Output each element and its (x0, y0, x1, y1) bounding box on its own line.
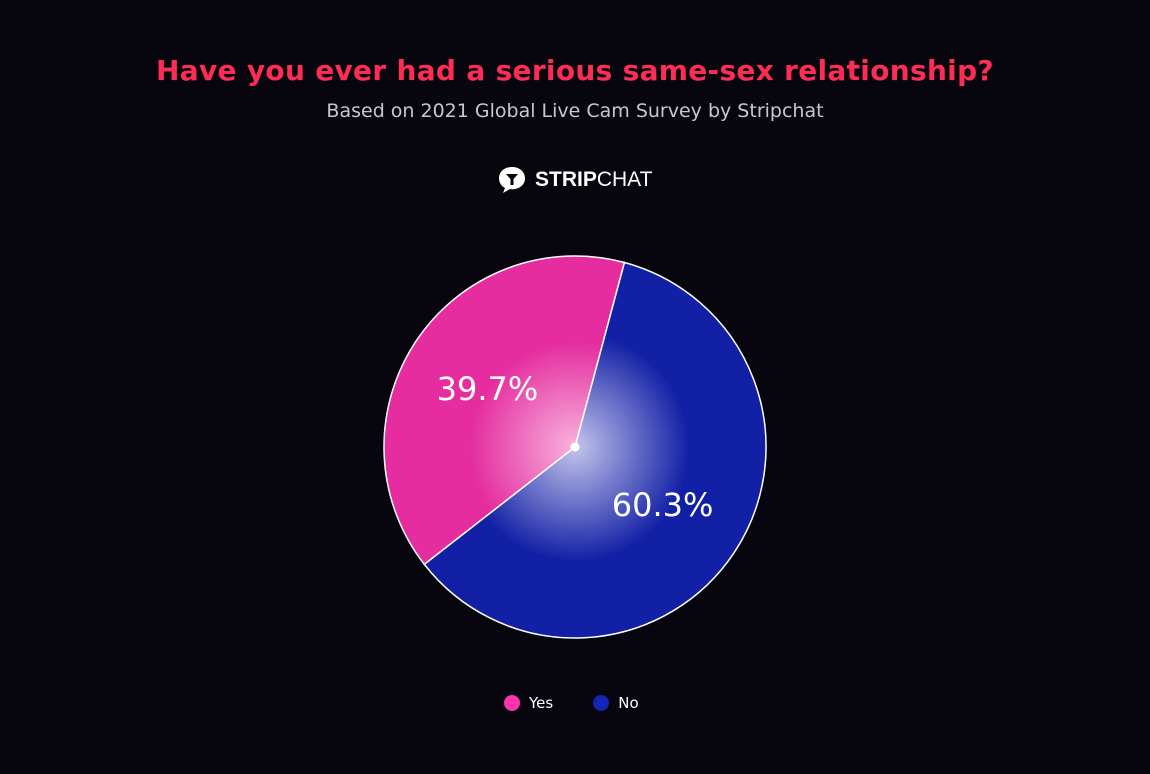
legend-item-yes[interactable]: Yes (504, 694, 553, 712)
pie-center-dot (570, 442, 580, 452)
pie-slice-no[interactable] (423, 261, 767, 639)
stripchat-logo: STRIPCHAT (497, 165, 652, 195)
data-label-yes: 39.7% (437, 370, 539, 408)
speech-bubble-icon (499, 167, 525, 193)
legend-marker-no (593, 695, 610, 711)
data-label-no: 60.3% (612, 486, 714, 524)
pie-slice-yes[interactable] (383, 255, 626, 566)
legend-label-yes: Yes (529, 694, 554, 712)
legend-item-no[interactable]: No (593, 694, 639, 712)
legend-marker-yes (504, 695, 520, 711)
logo-text-regular: CHAT (596, 168, 653, 191)
chart-title: Have you ever had a serious same-sex rel… (156, 54, 994, 87)
legend: Yes No (504, 694, 639, 712)
logo-text-bold: STRIP (535, 168, 597, 191)
chart-subtitle: Based on 2021 Global Live Cam Survey by … (326, 100, 824, 122)
legend-label-no: No (618, 694, 639, 712)
